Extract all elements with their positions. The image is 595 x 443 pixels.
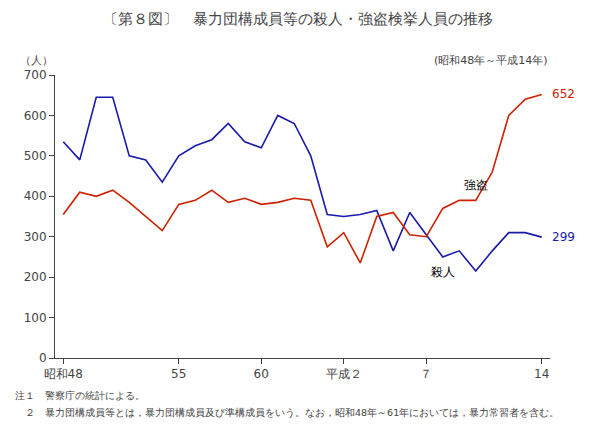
svg-text:〔第８図〕 暴力団構成員等の殺人・強盗検挙人員の推移: 〔第８図〕 暴力団構成員等の殺人・強盗検挙人員の推移 bbox=[103, 10, 493, 28]
svg-text:平成２: 平成２ bbox=[326, 367, 362, 381]
svg-text:注１ 警察庁の統計による。: 注１ 警察庁の統計による。 bbox=[15, 390, 145, 401]
svg-text:昭和48: 昭和48 bbox=[44, 367, 83, 381]
svg-text:0: 0 bbox=[39, 351, 47, 365]
svg-text:500: 500 bbox=[24, 149, 47, 163]
svg-text:14: 14 bbox=[534, 367, 549, 381]
svg-text:100: 100 bbox=[24, 311, 47, 325]
svg-text:２ 暴力団構成員等とは，暴力団構成員及び準構成員をいう。なお: ２ 暴力団構成員等とは，暴力団構成員及び準構成員をいう。なお，昭和48年～61年… bbox=[15, 407, 559, 418]
svg-text:60: 60 bbox=[254, 367, 269, 381]
svg-text:600: 600 bbox=[24, 109, 47, 123]
svg-text:300: 300 bbox=[24, 230, 47, 244]
svg-text:55: 55 bbox=[171, 367, 186, 381]
svg-text:殺人: 殺人 bbox=[431, 265, 455, 279]
svg-text:400: 400 bbox=[24, 189, 47, 203]
svg-text:強盗: 強盗 bbox=[464, 178, 488, 192]
svg-text:652: 652 bbox=[552, 87, 575, 101]
svg-text:700: 700 bbox=[24, 68, 47, 82]
svg-text:（人）: （人） bbox=[20, 54, 53, 67]
svg-text:299: 299 bbox=[552, 230, 575, 244]
svg-text:７: ７ bbox=[420, 367, 432, 381]
svg-text:200: 200 bbox=[24, 270, 47, 284]
svg-text:(昭和48年～平成14年): (昭和48年～平成14年) bbox=[434, 54, 548, 67]
